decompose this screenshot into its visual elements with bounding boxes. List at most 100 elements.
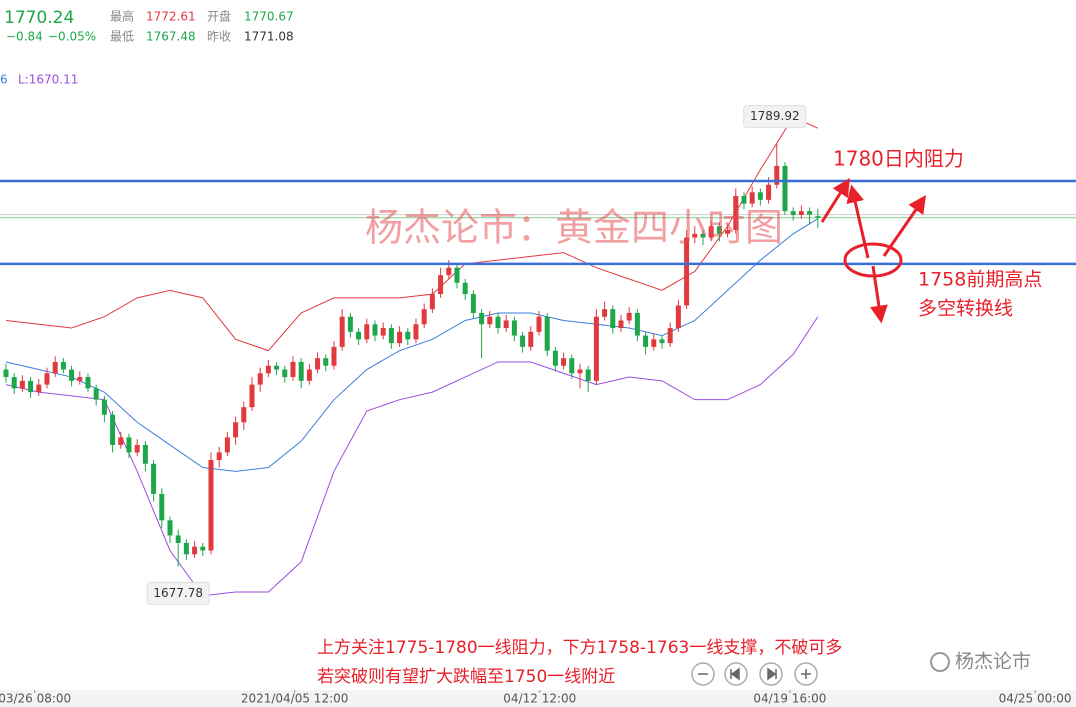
candle-body xyxy=(577,369,583,374)
plot-area: 1789.92 1677.78 03/26 08:00 2021/04/05 12:0… xyxy=(0,105,1076,707)
zoom-controls xyxy=(691,662,818,686)
candle-body xyxy=(44,373,50,385)
candle-body xyxy=(479,312,485,325)
candle-body xyxy=(101,399,107,415)
annotations: 杨杰论市：黄金四小时图 1780日内阻力 1758前期高点 多空转换线 上方关注… xyxy=(317,147,1042,688)
candle-body xyxy=(224,437,230,453)
candle-body xyxy=(675,305,681,329)
band-line xyxy=(5,218,819,472)
candle-body xyxy=(323,358,329,366)
note: 上方关注1775-1780一线阻力，下方1758-1763一线支撑，不破可多 xyxy=(317,638,842,658)
candle-body xyxy=(356,331,362,340)
label: 昨收 xyxy=(207,30,231,44)
candle-body xyxy=(421,309,427,325)
candle-body xyxy=(659,339,665,344)
candle-body xyxy=(429,294,435,310)
value: 1767.48 xyxy=(146,30,196,44)
x-tick-label: 04/12 12:00 xyxy=(503,692,576,706)
x-axis xyxy=(0,690,1076,707)
candle-body xyxy=(757,192,763,200)
candle-body xyxy=(692,233,698,238)
candle-body xyxy=(52,361,58,374)
x-tick-label: 04/19 16:00 xyxy=(753,692,826,706)
candle-body xyxy=(561,358,567,366)
band-line xyxy=(5,116,818,352)
candle-body xyxy=(774,165,780,185)
candle-body xyxy=(126,437,132,453)
change-pct: −0.05% xyxy=(48,30,96,44)
candle-body xyxy=(93,388,99,400)
price-tag xyxy=(146,581,210,605)
candle-body xyxy=(815,216,821,218)
candle-body xyxy=(782,165,788,212)
candle-body xyxy=(790,211,796,215)
annotation: 多空转换线 xyxy=(918,298,1013,320)
logo: 杨杰论市 xyxy=(955,651,1031,673)
candle-body xyxy=(470,294,476,313)
candle-body xyxy=(3,369,9,378)
candle-body xyxy=(593,316,599,381)
candle-body xyxy=(708,226,714,238)
value: 1771.08 xyxy=(244,30,294,44)
candle-body xyxy=(618,320,624,329)
change: −0.84 xyxy=(6,30,43,44)
candle-body xyxy=(339,316,345,347)
candle-body xyxy=(807,211,813,215)
candle-body xyxy=(749,192,755,204)
candle-body xyxy=(298,361,304,381)
arrows xyxy=(820,177,927,324)
candle-body xyxy=(241,407,247,423)
candle-body xyxy=(766,184,772,200)
candle-body xyxy=(249,384,255,408)
candle-body xyxy=(438,275,444,295)
candle-body xyxy=(651,339,657,347)
candle-body xyxy=(372,324,378,336)
candle-body xyxy=(446,267,452,276)
candle-body xyxy=(511,320,517,336)
candle-body xyxy=(167,520,173,536)
candle-body xyxy=(331,346,337,366)
annotation: 1780日内阻力 xyxy=(833,147,964,171)
candle-body xyxy=(520,335,526,347)
candle-body xyxy=(725,230,731,234)
candle-body xyxy=(716,226,722,234)
candle-body xyxy=(544,316,550,351)
x-tick-label: 04/25 00:00 xyxy=(999,692,1072,706)
candle-body xyxy=(142,444,148,464)
candle-body xyxy=(684,237,690,306)
candle-body xyxy=(528,331,534,347)
candle-body xyxy=(380,328,386,336)
candle-body xyxy=(265,365,271,374)
annotation: 1758前期高点 xyxy=(918,269,1042,291)
candle-body xyxy=(347,316,353,332)
band-line xyxy=(5,316,819,597)
candle-body xyxy=(643,335,649,347)
price-tag-label: 1789.92 xyxy=(750,109,800,123)
candle-body xyxy=(388,328,394,344)
indicator: 6 xyxy=(0,73,8,87)
candle-body xyxy=(487,316,493,325)
price-tag xyxy=(743,105,807,129)
price-tag-label: 1677.78 xyxy=(153,586,203,600)
candle-body xyxy=(610,309,616,329)
label: 最高 xyxy=(110,9,134,24)
candle-body xyxy=(798,211,804,215)
candle-body xyxy=(19,380,25,389)
quote-header: 1770.24 −0.84 −0.05% 最高 1772.61 开盘 1770.… xyxy=(0,8,294,87)
candle-body xyxy=(36,384,42,393)
candle-body xyxy=(462,282,468,295)
candle-body xyxy=(118,437,124,445)
label: 最低 xyxy=(110,30,134,44)
candle-body xyxy=(11,377,17,389)
candle-body xyxy=(77,377,83,381)
candle-body xyxy=(397,331,403,344)
candle-body xyxy=(536,316,542,332)
candle-body xyxy=(192,546,198,555)
candle-body xyxy=(183,542,189,555)
candle-body xyxy=(175,535,181,543)
label: 开盘 xyxy=(207,9,231,24)
candle-body xyxy=(216,452,222,460)
candle-body xyxy=(28,380,34,393)
candle-body xyxy=(585,369,591,381)
candle-body xyxy=(306,369,312,381)
